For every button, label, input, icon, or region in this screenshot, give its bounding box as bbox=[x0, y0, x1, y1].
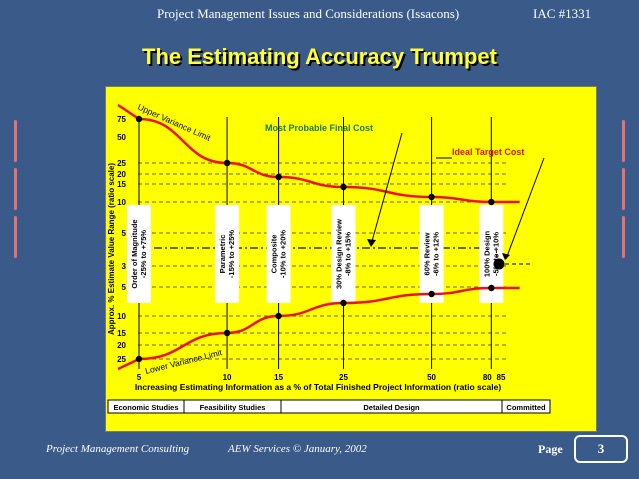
y-tick-label: 15 bbox=[117, 180, 126, 189]
right-decor-bar bbox=[622, 120, 625, 162]
lower-point bbox=[340, 299, 347, 307]
ideal-target-annotation: Ideal Target Cost bbox=[452, 147, 524, 157]
x-axis-label: Increasing Estimating Information as a %… bbox=[135, 382, 502, 392]
lower-point bbox=[275, 312, 282, 320]
upper-point bbox=[340, 183, 347, 191]
lower-point bbox=[428, 290, 435, 298]
lower-point bbox=[488, 284, 495, 292]
stage-label: Order of Magnitude bbox=[130, 219, 139, 288]
page-label: Page bbox=[538, 442, 563, 456]
arrowhead bbox=[502, 253, 510, 260]
y-tick-label: 50 bbox=[117, 133, 126, 142]
upper-variance-label: Upper Variance Limit bbox=[136, 102, 213, 143]
stage-label-bg bbox=[331, 205, 356, 303]
lower-point bbox=[135, 355, 143, 363]
chart-panel: 75 50 25 20 15 10 5 3 5 10 15 20 25 Approx. % Estimat… bbox=[105, 86, 597, 432]
right-decor-bar bbox=[622, 216, 625, 258]
lower-variance-curve bbox=[117, 286, 520, 371]
phase-bar bbox=[107, 399, 551, 414]
x-tick-label: 25 bbox=[339, 373, 348, 382]
ideal-target-connector bbox=[495, 249, 498, 262]
left-decor-bar bbox=[14, 216, 17, 258]
x-tick-label: 80 bbox=[483, 373, 492, 382]
x-tick-label: 85 bbox=[497, 373, 506, 382]
y-tick-label: 75 bbox=[117, 115, 126, 124]
header-subject: Project Management Issues and Considerat… bbox=[157, 6, 460, 21]
stage-label-bg bbox=[127, 205, 151, 303]
footer-credit: AEW Services © January, 2002 bbox=[228, 443, 367, 455]
y-tick-label: 10 bbox=[117, 312, 126, 321]
stage-label-bg bbox=[215, 205, 240, 303]
stage-range-label: -8% to +15% bbox=[344, 232, 353, 276]
stage-range-label: -6% to +12% bbox=[432, 232, 441, 276]
upper-point bbox=[428, 193, 435, 201]
stage-range-label: -25% to +75% bbox=[139, 230, 148, 278]
ideal-target-arrow bbox=[505, 157, 545, 260]
y-tick-label: 10 bbox=[117, 198, 126, 207]
most-probable-annotation: Most Probable Final Cost bbox=[265, 123, 373, 133]
phase-label: Committed bbox=[506, 403, 546, 412]
x-tick-label: 5 bbox=[137, 373, 142, 382]
lower-point bbox=[223, 329, 231, 337]
y-tick-label: 3 bbox=[122, 262, 127, 271]
y-tick-label: 25 bbox=[117, 355, 126, 364]
y-tick-label: 5 bbox=[122, 283, 127, 292]
left-decor-bar bbox=[14, 120, 17, 162]
phase-label: Detailed Design bbox=[363, 403, 420, 412]
left-decor-bar bbox=[14, 168, 17, 210]
upper-point bbox=[488, 198, 495, 206]
page-number: 3 bbox=[574, 435, 628, 463]
ideal-target-point bbox=[493, 258, 505, 270]
x-tick-label: 10 bbox=[223, 373, 232, 382]
arrowhead bbox=[367, 239, 376, 247]
y-tick-label: 5 bbox=[122, 229, 127, 238]
upper-point bbox=[135, 115, 143, 123]
stage-label: 30% Design Review bbox=[335, 219, 344, 289]
footer-company: Project Management Consulting bbox=[46, 443, 190, 455]
right-decor-bar bbox=[622, 168, 625, 210]
stage-label: 60% Review bbox=[423, 232, 432, 275]
stage-range-label: -15% to +25% bbox=[227, 230, 236, 278]
lower-variance-label: Lower Variance Limit bbox=[144, 347, 223, 376]
stage-range-label: -10% to +20% bbox=[279, 230, 288, 278]
stage-label: Parametric bbox=[218, 235, 227, 274]
y-tick-label: 25 bbox=[117, 159, 126, 168]
x-tick-label: 50 bbox=[427, 373, 436, 382]
stage-label-bg bbox=[266, 205, 291, 303]
slide-title: The Estimating Accuracy Trumpet bbox=[142, 44, 497, 69]
upper-point bbox=[223, 159, 231, 167]
upper-point bbox=[275, 173, 282, 181]
upper-variance-curve bbox=[117, 103, 520, 204]
phase-label: Economic Studies bbox=[113, 403, 178, 412]
header-doc-id: IAC #1331 bbox=[533, 6, 592, 21]
x-tick-label: 15 bbox=[274, 373, 283, 382]
stage-range-label: -5% to +10% bbox=[491, 232, 500, 276]
stage-label-bg bbox=[419, 205, 444, 303]
stage-label: 100% Design bbox=[482, 230, 491, 277]
y-tick-label: 15 bbox=[117, 329, 126, 338]
y-axis-label: Approx. % Estimate Value Range (ratio sc… bbox=[107, 163, 116, 335]
y-tick-label: 20 bbox=[117, 341, 126, 350]
stage-label: Composite bbox=[270, 235, 279, 274]
y-tick-label: 20 bbox=[117, 170, 126, 179]
phase-label: Feasibility Studies bbox=[200, 403, 266, 412]
most-probable-arrow bbox=[370, 132, 403, 246]
